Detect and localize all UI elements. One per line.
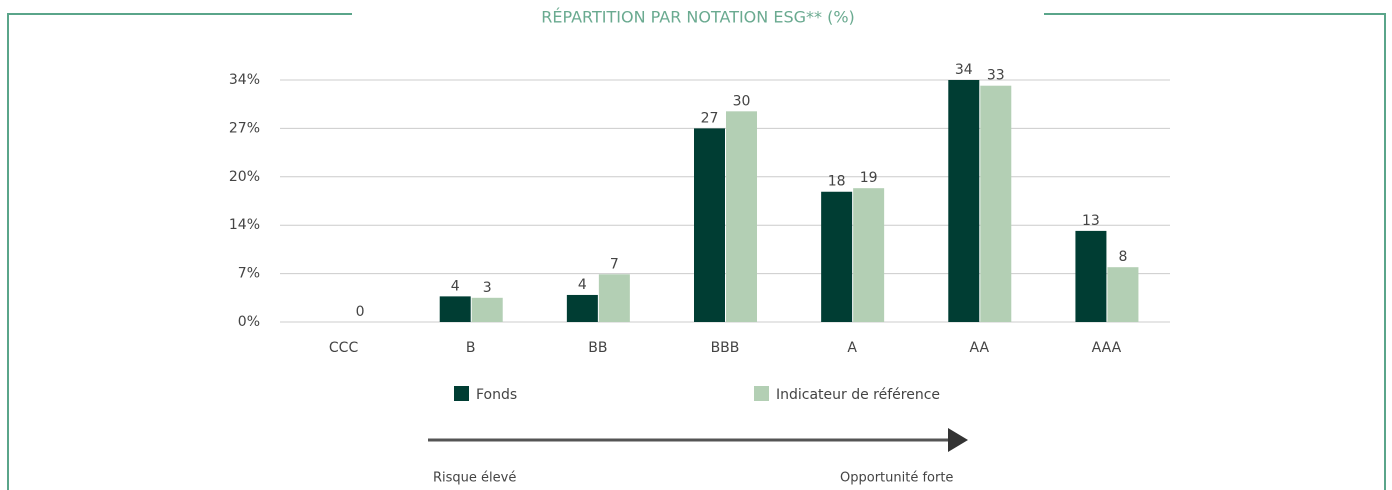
- y-tick-label: 0%: [238, 314, 260, 330]
- data-label: 18: [828, 174, 846, 190]
- bar: [726, 111, 757, 322]
- legend-label: Indicateur de référence: [776, 387, 940, 403]
- data-label: 8: [1118, 249, 1127, 265]
- data-label: 30: [733, 93, 751, 109]
- x-tick-label: BB: [588, 340, 607, 356]
- bar: [598, 274, 630, 322]
- x-tick-label: AA: [970, 340, 990, 356]
- legend-swatch: [754, 386, 769, 401]
- bar: [439, 296, 471, 322]
- bar: [948, 80, 980, 322]
- bar: [566, 294, 598, 322]
- bar: [853, 188, 885, 322]
- bar: [821, 191, 853, 322]
- data-label: 3: [483, 280, 492, 296]
- data-label: 34: [955, 62, 973, 78]
- data-label: 19: [860, 170, 878, 186]
- bar: [1075, 230, 1107, 322]
- data-label: 0: [356, 304, 365, 320]
- data-label: 4: [451, 278, 460, 294]
- data-label: 7: [610, 256, 619, 272]
- arrow-head: [948, 428, 968, 452]
- legend-swatch: [454, 386, 469, 401]
- arrow-label-right: Opportunité forte: [840, 471, 953, 486]
- y-tick-label: 7%: [238, 266, 260, 282]
- y-tick-label: 27%: [229, 120, 260, 136]
- chart-title: RÉPARTITION PAR NOTATION ESG** (%): [541, 8, 855, 27]
- arrow-label-left: Risque élevé: [433, 471, 516, 486]
- bar: [980, 85, 1012, 322]
- bar: [694, 128, 725, 322]
- y-tick-label: 34%: [229, 72, 260, 88]
- y-tick-label: 20%: [229, 169, 260, 185]
- data-label: 4: [578, 277, 587, 293]
- data-label: 33: [987, 68, 1005, 84]
- x-tick-label: B: [466, 340, 476, 356]
- x-tick-label: A: [847, 340, 857, 356]
- x-tick-label: BBB: [711, 340, 740, 356]
- legend-label: Fonds: [476, 387, 517, 403]
- data-label: 13: [1082, 213, 1100, 229]
- x-tick-label: CCC: [329, 340, 359, 356]
- x-tick-label: AAA: [1092, 340, 1122, 356]
- bar: [1107, 267, 1139, 322]
- data-label: 27: [701, 110, 719, 126]
- y-tick-label: 14%: [229, 217, 260, 233]
- bar: [471, 297, 503, 322]
